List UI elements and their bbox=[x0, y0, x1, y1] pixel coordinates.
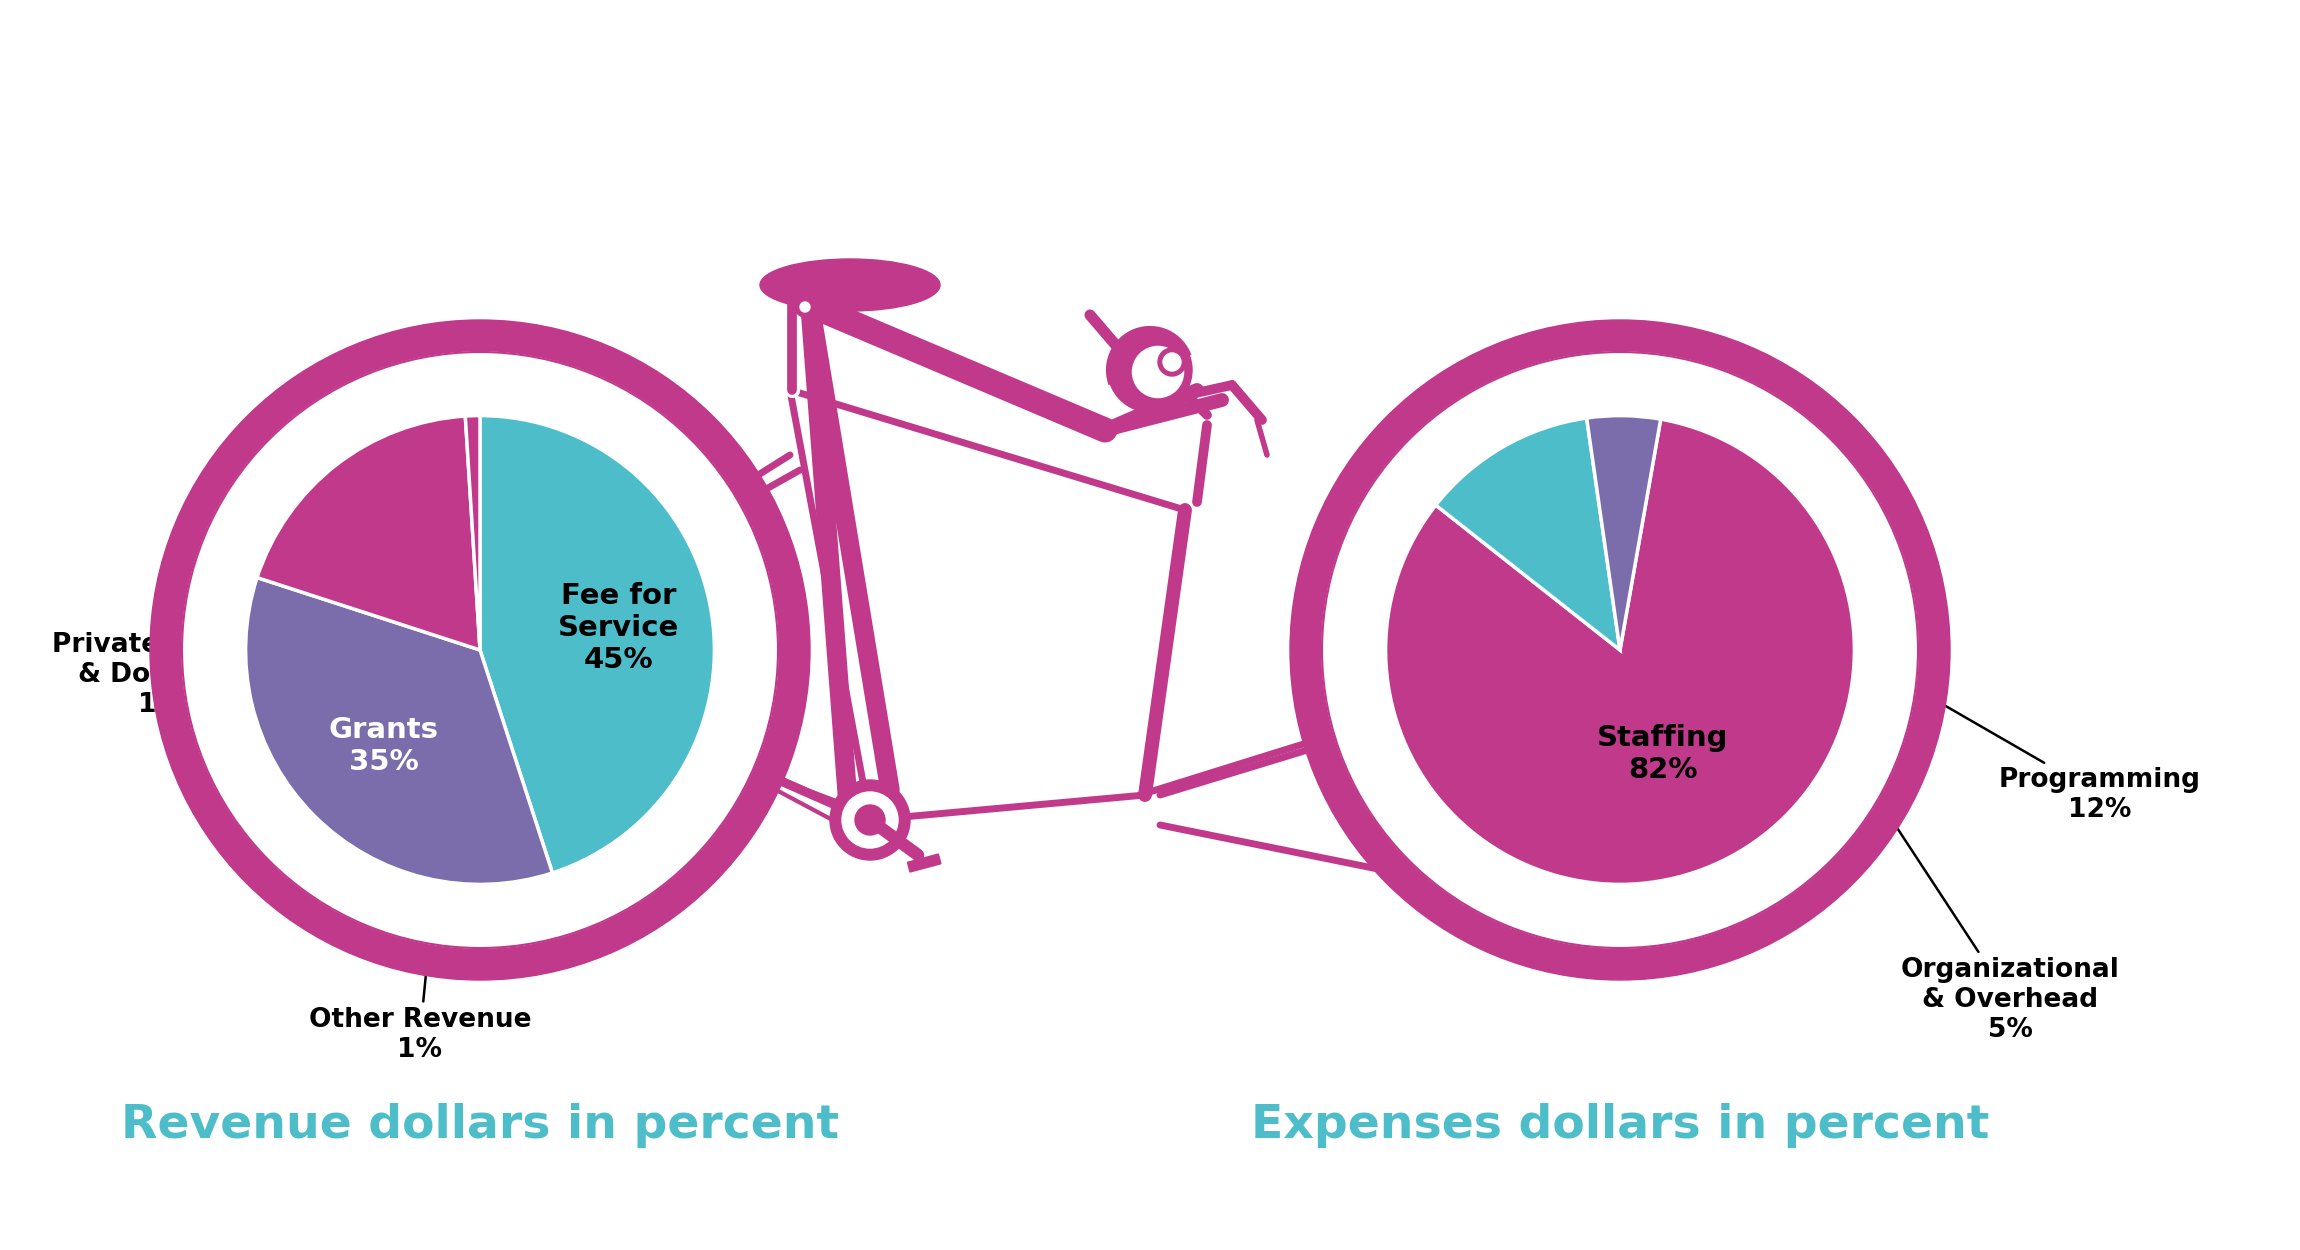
Wedge shape bbox=[246, 578, 552, 885]
Circle shape bbox=[150, 320, 810, 980]
Text: Organizational
& Overhead
5%: Organizational & Overhead 5% bbox=[1610, 390, 2118, 1042]
Text: Revenue dollars in percent: Revenue dollars in percent bbox=[122, 1102, 840, 1148]
Wedge shape bbox=[481, 415, 715, 872]
Text: Expenses dollars in percent: Expenses dollars in percent bbox=[1251, 1102, 1990, 1148]
Circle shape bbox=[1157, 348, 1187, 376]
Circle shape bbox=[796, 298, 814, 318]
Circle shape bbox=[472, 642, 488, 658]
Circle shape bbox=[1290, 320, 1950, 980]
Circle shape bbox=[1612, 642, 1628, 658]
Circle shape bbox=[182, 352, 777, 948]
Wedge shape bbox=[1385, 419, 1854, 885]
Circle shape bbox=[1322, 352, 1918, 948]
Wedge shape bbox=[1587, 415, 1661, 650]
Wedge shape bbox=[1435, 418, 1619, 650]
Circle shape bbox=[800, 302, 810, 312]
Ellipse shape bbox=[759, 259, 941, 311]
Circle shape bbox=[1601, 630, 1640, 670]
Circle shape bbox=[856, 805, 886, 835]
Circle shape bbox=[1109, 328, 1191, 412]
Wedge shape bbox=[258, 416, 481, 650]
Wedge shape bbox=[465, 415, 481, 650]
Circle shape bbox=[842, 792, 897, 848]
Text: Grants
35%: Grants 35% bbox=[329, 716, 439, 776]
Text: Other Revenue
1%: Other Revenue 1% bbox=[308, 372, 531, 1062]
Text: Fee for
Service
45%: Fee for Service 45% bbox=[559, 581, 678, 675]
Bar bbox=[908, 854, 941, 872]
Circle shape bbox=[1164, 352, 1180, 371]
Circle shape bbox=[460, 630, 499, 670]
Circle shape bbox=[1129, 344, 1187, 400]
Text: Staffing
82%: Staffing 82% bbox=[1596, 724, 1730, 784]
Text: Private Funding
& Donations
19%: Private Funding & Donations 19% bbox=[53, 445, 317, 718]
Circle shape bbox=[830, 780, 911, 860]
Text: Programming
12%: Programming 12% bbox=[1484, 440, 2201, 822]
